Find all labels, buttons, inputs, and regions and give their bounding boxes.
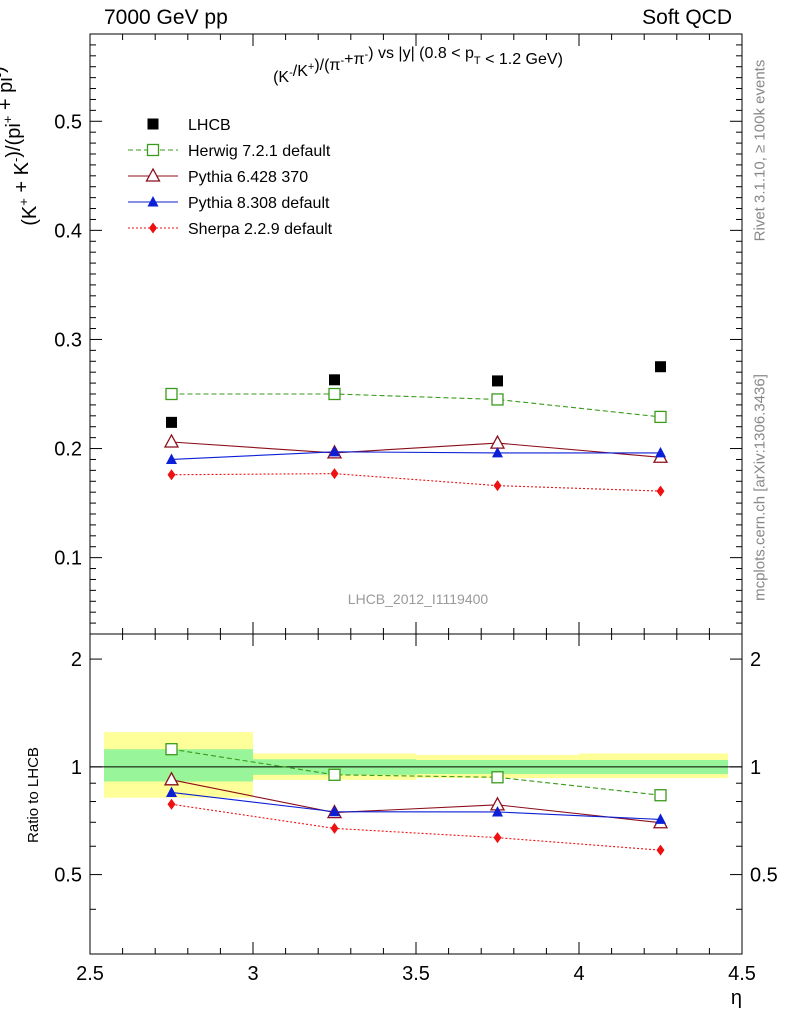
ylabel-part: (K (19, 205, 41, 226)
data-point (330, 468, 339, 480)
data-point (493, 832, 502, 844)
ratio-y-tick-label-right: 2 (750, 649, 761, 671)
ratio-y-tick-label: 0.5 (54, 865, 82, 887)
energy-label: 7000 GeV pp (104, 6, 228, 29)
legend-label: Sherpa 2.2.9 default (188, 221, 333, 238)
x-tick-label: 3 (247, 963, 258, 985)
data-point (493, 480, 502, 492)
title-part: T (474, 55, 481, 67)
data-point (167, 798, 176, 810)
data-point (165, 743, 178, 756)
ylabel-part: + pi (0, 77, 17, 115)
y-tick-label: 0.2 (54, 439, 82, 461)
legend-marker (145, 167, 161, 182)
ylabel-part: - (0, 73, 7, 77)
legend-marker (147, 118, 159, 130)
data-point (166, 453, 177, 464)
data-point (163, 433, 180, 448)
data-point (166, 786, 177, 797)
title-part: - (340, 55, 344, 67)
data-point (654, 410, 667, 424)
ratio-y-tick-label: 1 (71, 757, 82, 779)
data-point (167, 469, 176, 481)
data-point (654, 789, 667, 802)
data-point (492, 446, 503, 458)
main-y-axis-label: (K+ + K-)/(pi+ + pi-) (0, 66, 41, 226)
x-tick-label: 2.5 (76, 963, 104, 985)
title-part: /K (293, 63, 308, 80)
ylabel-part: - (8, 158, 23, 162)
data-point (328, 768, 341, 781)
title-part: ) vs |y| (0.8 < p (368, 45, 474, 62)
data-point (655, 446, 666, 458)
data-point (489, 434, 506, 449)
mcplots-label: mcplots.cern.ch [arXiv:1306.3436] (751, 374, 769, 601)
main-panel: 0.10.20.30.40.5 (K-/K+)/(π-+π-) vs |y| (… (0, 33, 743, 635)
data-point (166, 416, 177, 428)
title-part: - (365, 49, 369, 61)
legend-marker (147, 196, 159, 207)
series-line (171, 441, 661, 458)
ylabel-part: )/(pi (3, 123, 25, 157)
x-tick-label: 4.5 (728, 963, 756, 985)
series-line (171, 451, 661, 461)
x-tick-label: 3.5 (402, 963, 430, 985)
legend-label: Herwig 7.2.1 default (188, 143, 331, 160)
y-tick-label: 0.1 (54, 548, 82, 570)
data-point (655, 361, 666, 373)
y-tick-label: 0.5 (54, 111, 82, 133)
data-point (330, 822, 339, 834)
legend: LHCB Herwig 7.2.1 default Pythia 6.428 370… (128, 117, 333, 238)
legend-label: Pythia 6.428 370 (188, 169, 308, 186)
data-point (656, 485, 665, 497)
y-tick-label: 0.3 (54, 329, 82, 351)
ylabel-part: + K (11, 161, 33, 198)
title-part: < 1.2 GeV) (481, 51, 563, 68)
data-point (329, 445, 340, 457)
data-point (656, 844, 665, 856)
data-point (492, 805, 503, 817)
ylabel-part: + (0, 116, 15, 124)
ylabel-part: ) (0, 66, 9, 73)
x-tick-label: 4 (573, 963, 584, 985)
data-point (329, 805, 340, 817)
title-part: (K (273, 69, 289, 86)
ratio-y-tick-label-right: 0.5 (750, 865, 778, 887)
data-point (491, 771, 504, 784)
x-axis-label: η (731, 987, 742, 1009)
plot-title: (K-/K+)/(π-+π-) vs |y| (0.8 < pT < 1.2 G… (273, 45, 563, 86)
data-point (163, 771, 180, 786)
data-point (165, 387, 178, 401)
y-tick-label: 0.4 (54, 220, 82, 242)
series-line (171, 791, 661, 820)
title-part: )/(π (314, 57, 340, 74)
category-label: Soft QCD (642, 6, 732, 29)
title-part: + (308, 61, 314, 73)
data-point (492, 375, 503, 387)
watermark: LHCB_2012_I1119400 (348, 591, 489, 607)
ratio-y-axis-label: Ratio to LHCB (25, 747, 42, 843)
ratio-y-tick-label: 2 (71, 649, 82, 671)
title-part: - (289, 67, 293, 79)
ratio-y-tick-label-right: 1 (750, 757, 761, 779)
legend-label: LHCB (188, 117, 231, 134)
legend-label: Pythia 8.308 default (188, 195, 330, 212)
rivet-label: Rivet 3.1.10, ≥ 100k events (751, 59, 769, 242)
data-point (655, 813, 666, 824)
series-line (171, 393, 661, 418)
series-line (171, 803, 661, 851)
ratio-panel: 2.5 3 3.5 4 4.5 0.5 0.5 1 1 2 2 Ratio to LHCB η (25, 633, 778, 1009)
uncertainty-band-inner (104, 749, 253, 782)
series-line (171, 748, 661, 796)
legend-marker (149, 222, 157, 234)
series-line (171, 473, 661, 492)
series-line (171, 779, 661, 824)
legend-marker (146, 143, 160, 157)
data-point (329, 374, 340, 386)
data-point (328, 387, 341, 401)
title-part: +π (344, 51, 364, 68)
ylabel-part: + (16, 198, 31, 206)
data-point (491, 393, 504, 406)
